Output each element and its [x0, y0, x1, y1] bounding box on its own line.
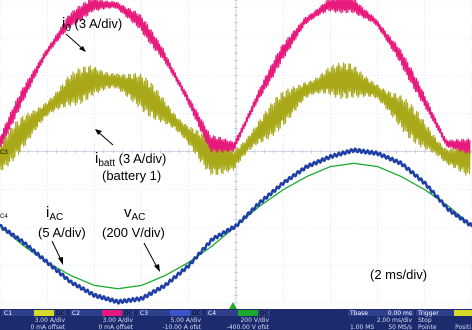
- channel-id: C3: [140, 310, 148, 317]
- i0-arrow: [65, 33, 85, 51]
- ibatt-note: (battery 1): [102, 168, 161, 183]
- svg-text:ibatt (3 A/div): ibatt (3 A/div): [95, 150, 166, 169]
- iac-scale: (5 A/div): [38, 225, 86, 240]
- iac-symbol: i: [46, 204, 49, 221]
- trigger-mode: Pointe: [418, 324, 437, 330]
- channel-offset: -10.00 A ofst: [162, 324, 201, 330]
- time-per-div: 2.00 ms/div: [377, 317, 413, 324]
- timebase-value: 0.00 ms: [388, 310, 412, 317]
- timebase-label: Tbase: [349, 310, 368, 317]
- channel-offset: 0 mA offset: [98, 324, 133, 330]
- ibatt-symbol: i: [95, 150, 98, 167]
- channel-color-swatch: [102, 310, 122, 316]
- channel-color-swatch: [170, 310, 190, 316]
- channel-scale: 3.00 A/div: [35, 317, 66, 324]
- channel-marker-c3: C3: [0, 150, 8, 156]
- channel-offset: -400.00 V ofst: [227, 324, 270, 330]
- trigger-label: Trigger: [417, 310, 439, 317]
- channel-offset: 0 mA offset: [30, 324, 65, 330]
- ibatt-scale: (3 A/div): [115, 151, 166, 166]
- i0-arrow-head: [79, 46, 86, 52]
- trigger-channel-swatch: [454, 310, 472, 316]
- trigger-extra: Positi: [455, 324, 471, 330]
- vac-scale: (200 V/div): [102, 225, 165, 240]
- i0-symbol: i: [62, 15, 65, 32]
- sample-rate: 50 MS/s: [388, 324, 412, 330]
- vac-arrow: [143, 242, 159, 270]
- channel-id: C1: [4, 310, 12, 317]
- i0-subscript: 0: [65, 23, 71, 34]
- traces: [0, 0, 472, 305]
- ibatt-subscript: batt: [98, 158, 115, 169]
- channel-color-swatch: [238, 310, 258, 316]
- channel-coupling: DC: [124, 310, 133, 317]
- svg-text:i0 (3 A/div): i0 (3 A/div): [62, 15, 122, 34]
- series-line-ibatt: [0, 62, 471, 176]
- svg-text:iAC: iAC: [46, 204, 63, 223]
- series-line-iac: [0, 147, 472, 305]
- annotation-ibatt: ibatt (3 A/div) (battery 1): [95, 129, 166, 183]
- sample-count: 1.00 MS: [350, 324, 374, 330]
- channel-color-swatch: [34, 310, 54, 316]
- trigger-header: [416, 310, 472, 316]
- annotation-iac: iAC (5 A/div): [38, 204, 86, 265]
- svg-text:vAC: vAC: [124, 204, 145, 223]
- channel-coupling: DC: [260, 310, 269, 317]
- series-line-i0: [0, 0, 471, 154]
- annotation-i0: i0 (3 A/div): [62, 15, 122, 52]
- channel-id: C2: [72, 310, 80, 317]
- channel-marker-c4: C4: [0, 214, 8, 220]
- status-channel-c3[interactable]: C3 DC5.00 A/div-10.00 A ofst: [138, 310, 202, 330]
- annotation-vac: vAC (200 V/div): [102, 204, 165, 272]
- trigger-position-marker: [229, 302, 237, 309]
- channel-id: C4: [208, 310, 216, 317]
- iac-arrow-head: [58, 257, 63, 265]
- channel-coupling: DC: [56, 310, 65, 317]
- timebase-header: [348, 310, 414, 316]
- trigger-state: Stop: [418, 317, 432, 324]
- vac-subscript: AC: [132, 212, 146, 223]
- channel-coupling: DC: [192, 310, 201, 317]
- timebase-note: (2 ms/div): [370, 267, 427, 282]
- i0-scale: (3 A/div): [71, 16, 122, 31]
- channel-scale: 5.00 A/div: [171, 317, 202, 324]
- vac-arrow-head: [154, 264, 160, 272]
- vac-symbol: v: [124, 204, 132, 221]
- ibatt-arrow-head: [95, 129, 102, 135]
- iac-subscript: AC: [49, 212, 63, 223]
- channel-scale: 200 V/div: [240, 317, 269, 324]
- channel-scale: 3.00 A/div: [103, 317, 134, 324]
